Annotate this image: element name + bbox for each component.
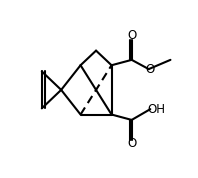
Text: O: O [146,63,155,76]
Text: O: O [127,30,136,43]
Text: O: O [127,137,136,150]
Text: OH: OH [148,103,166,116]
